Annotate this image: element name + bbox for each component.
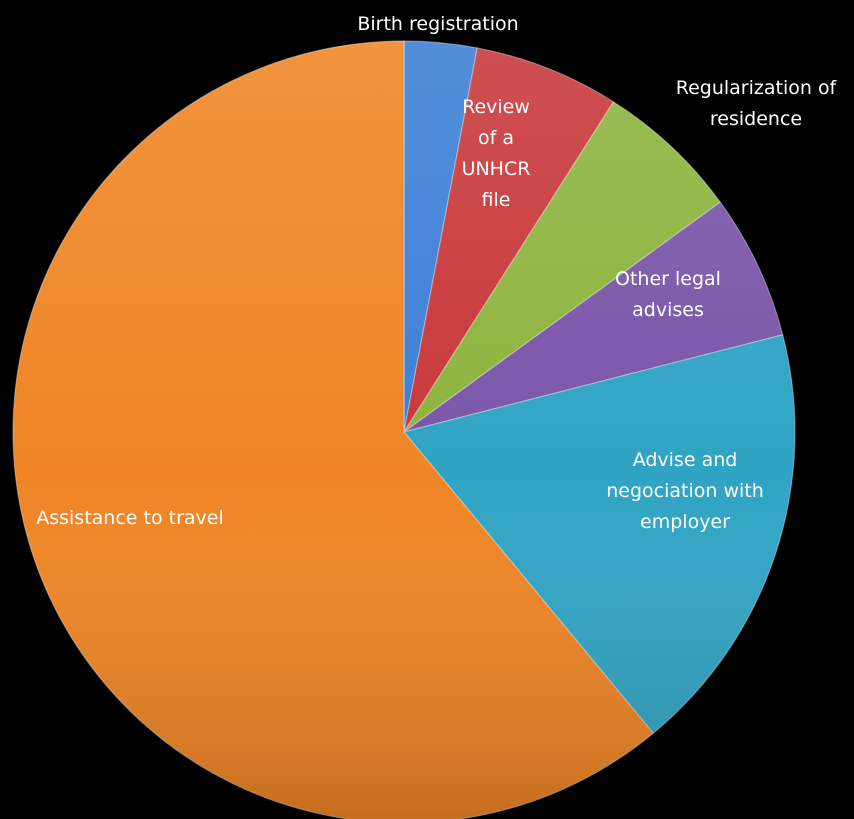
slice-label-line: advises [632, 299, 704, 321]
pie-slices [12, 40, 796, 819]
slice-label-line: file [482, 189, 511, 211]
slice-label-line: Advise and [633, 449, 738, 471]
slice-label: Assistance to travel [36, 507, 224, 529]
pie-labels: Birth registration Review of a UNHCR file Reg… [36, 13, 837, 533]
slice-label-line: Birth registration [357, 13, 518, 35]
slice-label-line: residence [710, 108, 802, 130]
slice-label: Birth registration [357, 13, 518, 35]
slice-label-line: Other legal [615, 268, 721, 290]
slice-label-line: of a [478, 127, 514, 149]
slice-label-line: Review [462, 96, 530, 118]
slice-label-line: employer [640, 511, 730, 533]
slice-label: Review of a UNHCR file [462, 96, 531, 211]
slice-label: Regularization of residence [676, 77, 838, 130]
slice-label-line: Assistance to travel [36, 507, 224, 529]
slice-label: Advise and negociation with employer [606, 449, 764, 533]
slice-label-line: UNHCR [462, 158, 531, 180]
slice-label: Other legal advises [615, 268, 721, 321]
slice-label-line: Regularization of [676, 77, 838, 99]
slice-label-line: negociation with [606, 480, 764, 502]
